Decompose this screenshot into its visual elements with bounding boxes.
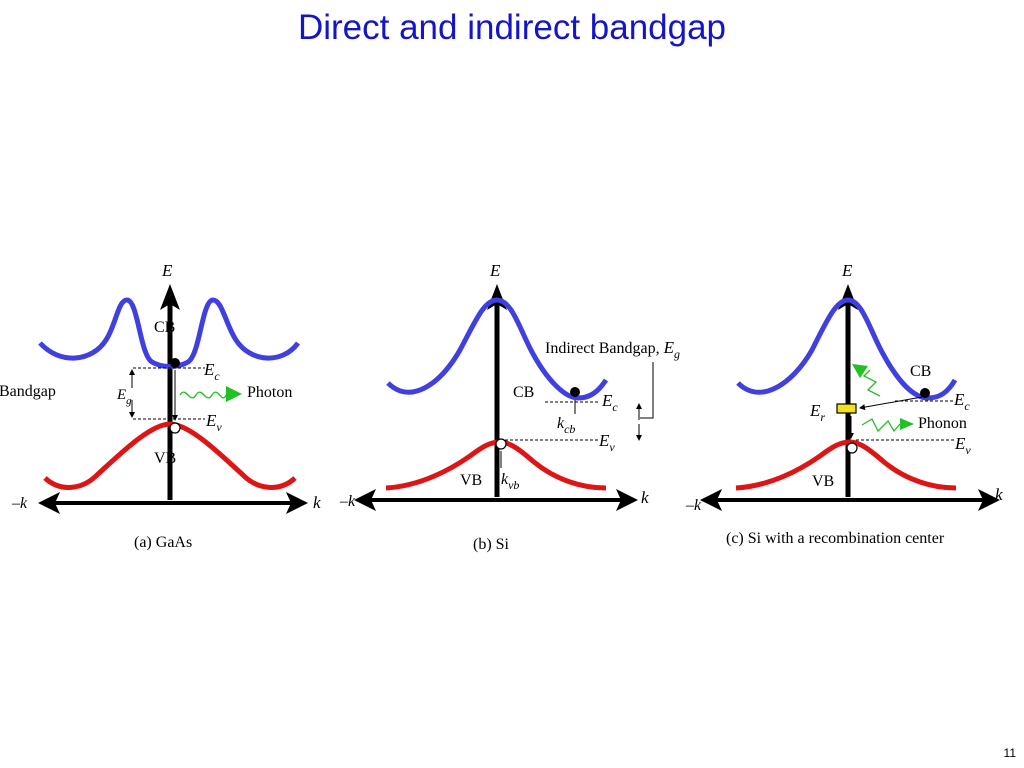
emission-arrowhead — [852, 364, 868, 378]
phonon-wave — [861, 418, 901, 433]
phonon-label: Phonon — [918, 415, 967, 432]
indirect-bracket — [640, 362, 654, 419]
panel-si: E Indirect Bandgap, Eg CB Ec kcb Ev VB kv… — [339, 261, 680, 553]
e-axis-arrow — [160, 284, 180, 310]
k-axis-right-arrow — [978, 489, 1000, 511]
ec-label: Ec — [601, 391, 618, 414]
k-axis-right-arrow — [286, 492, 308, 514]
axis-k-label: k — [641, 488, 649, 507]
axis-k-label: k — [313, 493, 321, 512]
cb-label: CB — [154, 319, 175, 336]
axis-e-label: E — [841, 261, 853, 280]
ev-label: Ev — [205, 411, 222, 434]
conduction-band-curve — [736, 297, 958, 401]
electron — [570, 387, 580, 397]
k-axis-left-arrow — [354, 489, 376, 511]
axis-neg-k-label: –k — [339, 493, 356, 510]
vb-label: VB — [460, 472, 482, 489]
photon-wave — [179, 391, 227, 399]
page-number: 11 — [1003, 746, 1016, 760]
axis-neg-k-label: –k — [685, 497, 702, 514]
cb-label: CB — [910, 363, 931, 380]
kcb-label: kcb — [557, 415, 575, 436]
photon-arrowhead — [226, 386, 242, 402]
caption-gaas: (a) GaAs — [134, 534, 192, 551]
conduction-band-curve — [38, 297, 301, 369]
valence-band-curve — [43, 421, 297, 490]
ev-label: Ev — [954, 434, 971, 457]
hole — [846, 442, 858, 454]
emission-wave — [862, 369, 881, 397]
er-label: Er — [809, 401, 825, 424]
ev-label: Ev — [598, 431, 615, 454]
bandgap-label: Direct Bandgap — [0, 383, 56, 400]
axis-k-label: k — [995, 485, 1003, 504]
electron — [170, 358, 180, 368]
axis-e-label: E — [489, 261, 501, 280]
ec-label: Ec — [203, 360, 220, 383]
valence-band-curve — [735, 439, 957, 491]
ec-label: Ec — [953, 390, 970, 413]
panel-si-recombination: E CB Er Ec Phonon Ev VB –k k (c) Si with… — [685, 261, 1003, 547]
cb-label: CB — [513, 384, 534, 401]
panel-gaas: E CB VB Ec Ev Eg Direct Bandgap Photon –… — [0, 261, 321, 551]
vb-label: VB — [812, 473, 834, 490]
slide-title: Direct and indirect bandgap — [297, 8, 727, 47]
axis-neg-k-label: –k — [11, 495, 28, 512]
phonon-arrowhead — [900, 418, 914, 430]
conduction-band-curve — [386, 297, 609, 401]
capture-arrow — [859, 396, 923, 411]
caption-si: (b) Si — [473, 536, 510, 553]
k-axis-right-arrow — [616, 489, 638, 511]
hole — [169, 422, 181, 434]
recombination-center — [836, 403, 857, 414]
k-axis-left-arrow — [38, 492, 60, 514]
hole — [495, 438, 507, 450]
vb-label: VB — [154, 450, 176, 467]
caption-si-recombination: (c) Si with a recombination center — [726, 530, 945, 547]
kvb-label: kvb — [501, 471, 519, 492]
axis-e-label: E — [161, 261, 173, 280]
indirect-bandgap-label: Indirect Bandgap, Eg — [545, 338, 680, 361]
k-axis-left-arrow — [700, 489, 722, 511]
eg-label: Eg — [116, 387, 132, 407]
electron — [920, 388, 930, 398]
photon-label: Photon — [247, 384, 292, 401]
